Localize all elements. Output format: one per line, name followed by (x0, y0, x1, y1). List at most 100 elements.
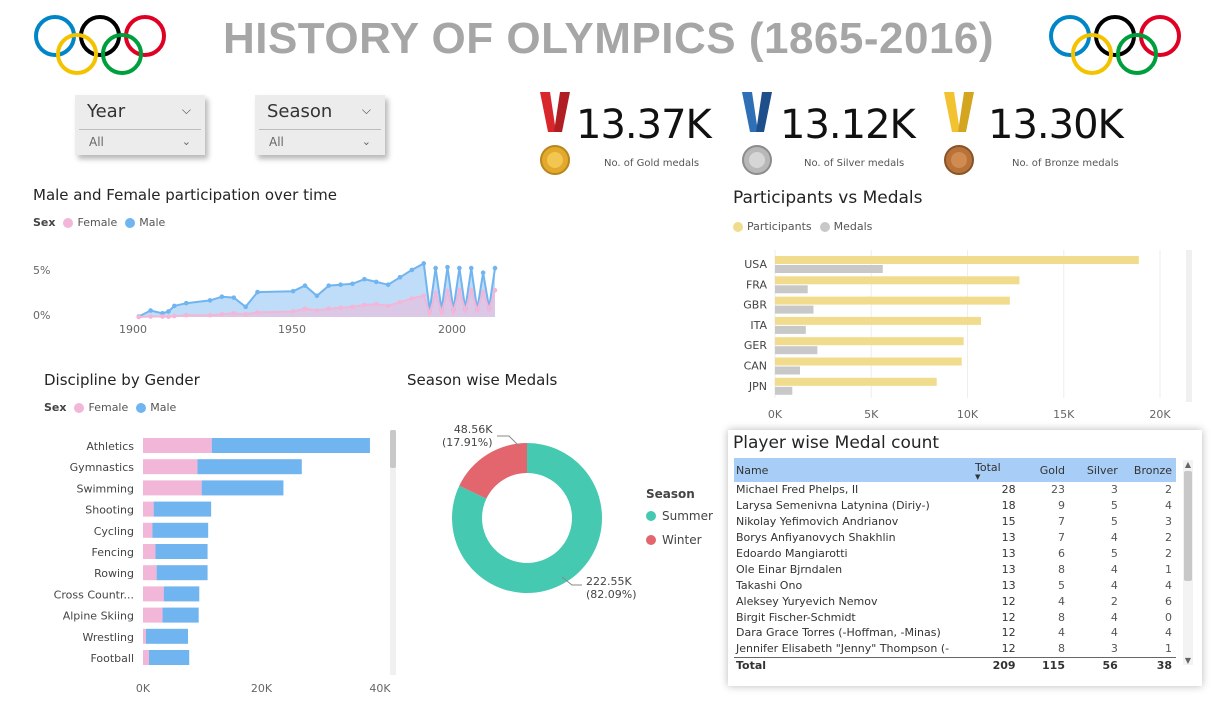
data-point[interactable] (362, 276, 367, 282)
medals-bar[interactable] (775, 366, 801, 375)
header-total[interactable]: Total ▼ (973, 458, 1018, 482)
data-point[interactable] (480, 289, 486, 295)
data-point[interactable] (373, 279, 379, 285)
participants-bar[interactable] (775, 256, 1139, 264)
data-point[interactable] (338, 282, 343, 287)
season-filter-value[interactable]: All (269, 135, 284, 149)
participants-bar[interactable] (775, 316, 981, 325)
female-bar[interactable] (143, 522, 153, 538)
data-point[interactable] (397, 299, 403, 305)
table-scrollbar[interactable]: ▲ ▼ (1183, 460, 1193, 665)
female-bar[interactable] (143, 607, 163, 623)
scrollbar-thumb[interactable] (390, 430, 396, 468)
table-row[interactable]: Larysa Semenivna Latynina (Diriy-) 18 9 5 4 (734, 498, 1176, 514)
table-row[interactable]: Birgit Fischer-Schmidt 12 8 4 0 (734, 609, 1176, 625)
table-row[interactable]: Michael Fred Phelps, II 28 23 3 2 (734, 482, 1176, 498)
male-bar[interactable] (201, 480, 284, 496)
data-point[interactable] (231, 295, 237, 300)
male-bar[interactable] (156, 565, 208, 581)
female-bar[interactable] (143, 480, 202, 496)
data-point[interactable] (207, 298, 213, 303)
data-point[interactable] (166, 314, 171, 320)
chevron-down-icon[interactable]: ⌵ (181, 103, 191, 117)
male-bar[interactable] (145, 628, 189, 644)
header-name[interactable]: Name (736, 463, 769, 477)
data-point[interactable] (474, 308, 480, 313)
data-point[interactable] (397, 275, 403, 280)
male-bar[interactable] (148, 650, 190, 665)
medals-bar[interactable] (775, 285, 808, 294)
data-point[interactable] (492, 287, 498, 293)
year-filter[interactable]: Year ⌵ All ⌄ (75, 95, 205, 155)
data-point[interactable] (468, 287, 474, 293)
header-bronze[interactable]: Bronze (1133, 463, 1172, 477)
data-point[interactable] (172, 313, 177, 319)
data-point[interactable] (314, 293, 320, 299)
data-point[interactable] (468, 265, 474, 271)
male-bar[interactable] (162, 607, 199, 623)
legend-winter[interactable]: Winter (662, 533, 702, 547)
donut-slice-winter[interactable] (459, 443, 527, 499)
legend-male[interactable]: Male (150, 401, 177, 414)
table-row[interactable]: Nikolay Yefimovich Andrianov 15 7 5 3 (734, 514, 1176, 530)
medals-bar[interactable] (775, 325, 806, 334)
data-point[interactable] (457, 287, 462, 293)
data-point[interactable] (463, 308, 468, 313)
male-bar[interactable] (152, 522, 209, 538)
data-point[interactable] (219, 311, 225, 317)
data-point[interactable] (243, 304, 248, 310)
data-point[interactable] (219, 294, 225, 299)
female-bar[interactable] (143, 586, 164, 602)
table-row[interactable]: Ole Einar Bjrndalen 13 8 4 1 (734, 561, 1176, 577)
legend-participants[interactable]: Participants (747, 220, 812, 233)
chevron-down-icon[interactable]: ⌄ (181, 135, 191, 148)
data-point[interactable] (373, 301, 379, 307)
male-bar[interactable] (155, 544, 208, 559)
data-point[interactable] (172, 303, 177, 309)
season-filter[interactable]: Season ⌵ All ⌄ (255, 95, 385, 155)
data-point[interactable] (243, 311, 248, 317)
data-point[interactable] (148, 314, 153, 319)
male-bar[interactable] (163, 586, 200, 602)
donut-slice-summer[interactable] (452, 443, 602, 593)
scrollbar[interactable] (1186, 250, 1192, 402)
female-bar[interactable] (143, 438, 212, 453)
data-point[interactable] (160, 311, 165, 316)
chevron-down-icon[interactable]: ⌵ (361, 103, 371, 117)
table-row[interactable]: Dara Grace Torres (-Hoffman, -Minas) 12 4 4… (734, 625, 1176, 641)
data-point[interactable] (445, 288, 450, 294)
data-point[interactable] (183, 300, 189, 306)
data-point[interactable] (231, 311, 237, 316)
data-point[interactable] (427, 311, 432, 316)
medals-bar[interactable] (775, 305, 814, 314)
data-point[interactable] (486, 307, 492, 312)
data-point[interactable] (207, 312, 213, 318)
participants-bar[interactable] (775, 276, 1020, 285)
female-bar[interactable] (143, 628, 146, 644)
data-point[interactable] (183, 312, 189, 318)
data-point[interactable] (338, 305, 343, 311)
data-point[interactable] (433, 290, 438, 296)
year-filter-value[interactable]: All (89, 135, 104, 149)
header-silver[interactable]: Silver (1086, 463, 1118, 477)
data-point[interactable] (255, 310, 260, 315)
male-bar[interactable] (153, 501, 212, 517)
scroll-down-icon[interactable]: ▼ (1184, 656, 1192, 665)
scroll-up-icon[interactable]: ▲ (1184, 460, 1192, 469)
data-point[interactable] (326, 283, 332, 288)
data-point[interactable] (350, 281, 355, 287)
participants-bar[interactable] (775, 377, 937, 386)
data-point[interactable] (290, 309, 296, 314)
participants-bar[interactable] (775, 296, 1010, 305)
data-point[interactable] (421, 293, 427, 299)
data-point[interactable] (457, 265, 462, 271)
data-point[interactable] (302, 306, 308, 311)
data-point[interactable] (166, 309, 171, 314)
legend-medals[interactable]: Medals (833, 220, 873, 233)
data-point[interactable] (480, 270, 486, 275)
data-point[interactable] (290, 288, 296, 294)
table-row[interactable]: Jennifer Elisabeth "Jenny" Thompson (- 12… (734, 641, 1176, 657)
data-point[interactable] (385, 303, 391, 309)
table-row[interactable]: Aleksey Yuryevich Nemov 12 4 2 6 (734, 593, 1176, 609)
data-point[interactable] (409, 267, 415, 273)
